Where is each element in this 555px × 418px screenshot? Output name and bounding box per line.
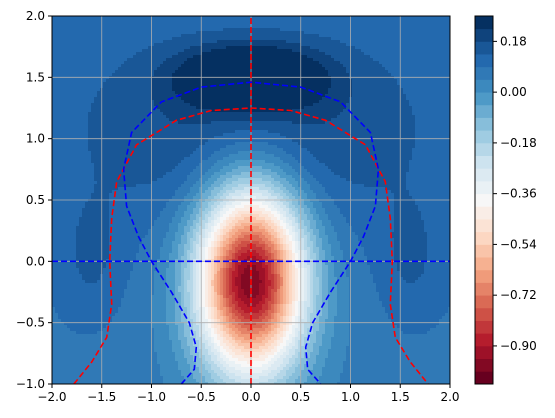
x-tick-label: −1.0: [137, 390, 166, 404]
y-tick-label: 0.0: [26, 254, 45, 268]
x-tick-label: 1.0: [341, 390, 360, 404]
colorbar-band: [475, 54, 493, 68]
colorbar-tick-label: 0.00: [500, 85, 527, 99]
colorbar-band: [475, 371, 493, 385]
colorbar-tick-label: −0.18: [500, 136, 537, 150]
colorbar-band: [475, 333, 493, 347]
colorbar-tick-label: 0.18: [500, 34, 527, 48]
x-tick-label: 2.0: [440, 390, 459, 404]
colorbar-band: [475, 269, 493, 283]
colorbar-band: [475, 257, 493, 271]
colorbar-band: [475, 130, 493, 144]
colorbar-band: [475, 41, 493, 55]
colorbar-band: [475, 320, 493, 334]
colorbar-band: [475, 206, 493, 220]
x-tick-label: 1.5: [391, 390, 410, 404]
contour-lines: [52, 16, 450, 384]
colorbar-tick-label: −0.36: [500, 187, 537, 201]
colorbar-band: [475, 142, 493, 156]
y-tick-label: −1.0: [16, 377, 45, 391]
colorbar-tick-label: −0.90: [500, 339, 537, 353]
colorbar-band: [475, 168, 493, 182]
colorbar-band: [475, 117, 493, 131]
colorbar-band: [475, 66, 493, 80]
colorbar: −0.90 −0.72 −0.54 −0.36 −0.18 0.00 0.18: [474, 15, 537, 385]
colorbar-band: [475, 16, 493, 30]
colorbar-tick-label: −0.54: [500, 237, 537, 251]
y-tick-label: 0.5: [26, 193, 45, 207]
colorbar-band: [475, 219, 493, 233]
x-tick-label: −2.0: [37, 390, 66, 404]
colorbar-band: [475, 358, 493, 372]
contour-fill: [52, 16, 450, 384]
colorbar-band: [475, 79, 493, 93]
x-tick-label: −1.5: [87, 390, 116, 404]
colorbar-band: [475, 244, 493, 258]
colorbar-band: [475, 155, 493, 169]
colorbar-band: [475, 180, 493, 195]
y-tick-label: 1.0: [26, 132, 45, 146]
y-tick-label: 2.0: [26, 9, 45, 23]
colorbar-band: [475, 345, 493, 360]
contour-line: [122, 81, 380, 384]
colorbar-tick-label: −0.72: [500, 288, 537, 302]
x-axis: −2.0 −1.5 −1.0 −0.5 0.0 0.5 1.0 1.5 2.0: [37, 384, 460, 404]
colorbar-band: [475, 307, 493, 321]
colorbar-band: [475, 231, 493, 245]
x-tick-label: 0.5: [291, 390, 310, 404]
x-tick-label: −0.5: [187, 390, 216, 404]
colorbar-band: [475, 28, 493, 42]
plot-area: −2.0 −1.5 −1.0 −0.5 0.0 0.5 1.0 1.5 2.0 −1.0 −0.5…: [16, 9, 460, 404]
y-tick-label: −0.5: [16, 316, 45, 330]
contour-line: [73, 107, 429, 384]
colorbar-band: [475, 92, 493, 106]
colorbar-band: [475, 193, 493, 207]
colorbar-band: [475, 282, 493, 296]
colorbar-band: [475, 295, 493, 309]
y-axis: −1.0 −0.5 0.0 0.5 1.0 1.5 2.0: [16, 9, 52, 391]
colorbar-band: [475, 104, 493, 118]
y-tick-label: 1.5: [26, 70, 45, 84]
x-tick-label: 0.0: [241, 390, 260, 404]
colorbar-frame: [474, 15, 494, 385]
